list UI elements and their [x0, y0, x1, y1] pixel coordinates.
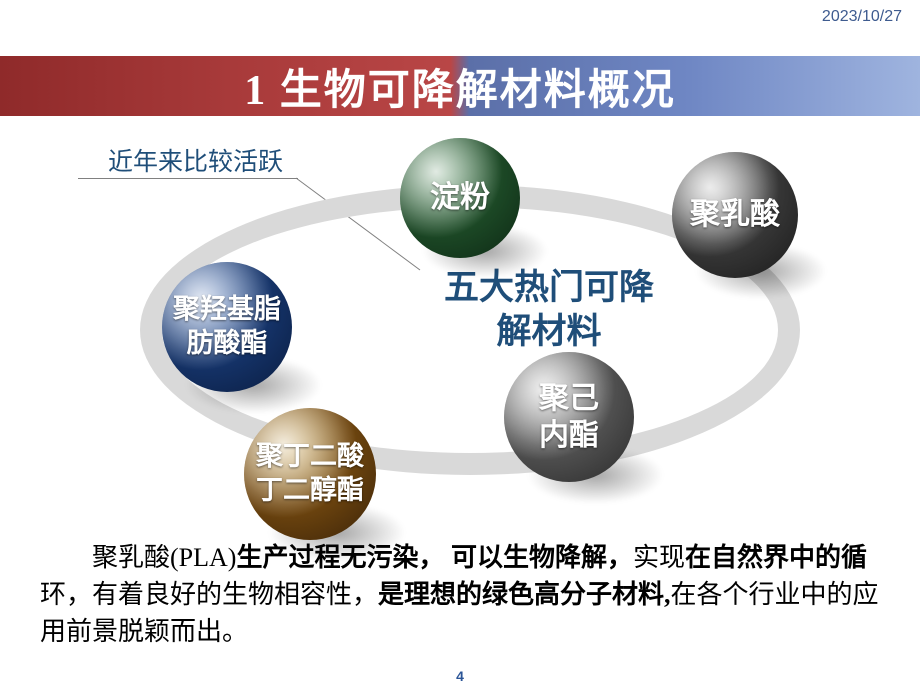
orb-label-starch: 淀粉 — [400, 179, 520, 217]
slide: { "date": "2023/10/27", "page_number": "… — [0, 0, 920, 690]
orb-pcl: 聚己内酯 — [504, 352, 634, 482]
slide-title: 1 生物可降解材料概况 — [244, 56, 676, 117]
orb-label-pbs: 聚丁二酸丁二醇酯 — [244, 440, 376, 508]
page-number: 4 — [0, 668, 920, 684]
body-paragraph: 聚乳酸(PLA)生产过程无污染， 可以生物降解，实现在自然界中的循环，有着良好的… — [40, 540, 890, 651]
center-label: 五大热门可降 解材料 — [444, 266, 654, 354]
orb-pha: 聚羟基脂肪酸酯 — [162, 262, 292, 392]
title-bar: 1 生物可降解材料概况 — [0, 56, 920, 116]
date-text: 2023/10/27 — [822, 8, 902, 26]
orb-pla: 聚乳酸 — [672, 152, 798, 278]
orb-pbs: 聚丁二酸丁二醇酯 — [244, 408, 376, 540]
annotation-text: 近年来比较活跃 — [108, 142, 283, 178]
orb-label-pla: 聚乳酸 — [672, 196, 798, 234]
orb-starch: 淀粉 — [400, 138, 520, 258]
center-label-line2: 解材料 — [497, 312, 602, 351]
orb-label-pcl: 聚己内酯 — [504, 380, 634, 455]
orb-label-pha: 聚羟基脂肪酸酯 — [162, 293, 292, 361]
annotation-underline — [78, 178, 298, 179]
